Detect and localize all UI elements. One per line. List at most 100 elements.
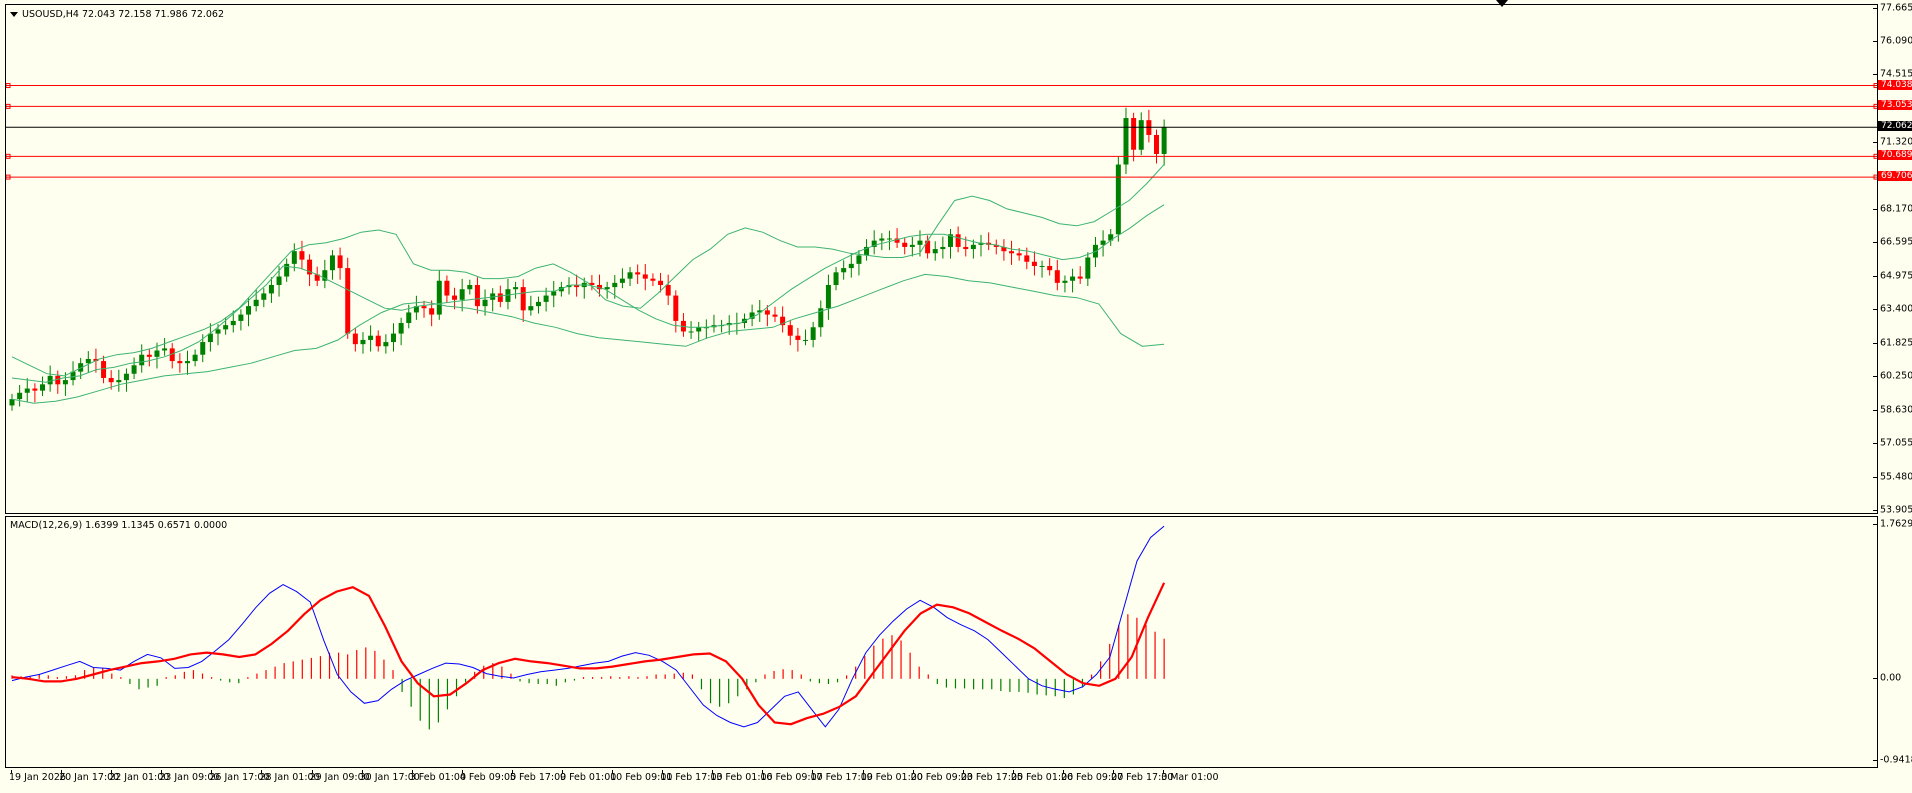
candle-body [177, 361, 183, 364]
candle [108, 370, 114, 390]
candle-body [398, 323, 404, 334]
time-label: 10 Feb 09:00 [610, 772, 673, 783]
candle-body [421, 306, 427, 309]
time-tick-mark [1163, 770, 1165, 773]
candle [1009, 240, 1015, 265]
candle-body [352, 333, 358, 345]
candle-body [833, 272, 839, 285]
candle [139, 344, 145, 373]
candle [1146, 109, 1152, 143]
price-tick-label: 60.250 [1880, 370, 1912, 382]
time-tick-mark [562, 770, 564, 773]
price-chart-pane[interactable]: USOUSD,H4 72.043 72.158 71.986 72.062 [5, 4, 1878, 514]
candle [642, 264, 648, 291]
candle [528, 295, 534, 316]
price-line-handle [1873, 153, 1877, 159]
price-tick-mark [1873, 510, 1877, 511]
candle-body [757, 310, 763, 313]
candle-body [1131, 118, 1137, 150]
candle-body [375, 335, 381, 347]
candle-body [925, 240, 931, 254]
candle-body [978, 242, 984, 245]
price-line-label: 69.706 [1878, 171, 1912, 182]
candle [803, 329, 809, 346]
candle-body [856, 255, 862, 264]
candle [955, 226, 961, 253]
candle-body [543, 295, 549, 302]
time-label: 13 Feb 01:00 [710, 772, 773, 783]
time-tick-mark [712, 770, 714, 773]
time-tick-mark [311, 770, 313, 773]
candle [1054, 259, 1060, 291]
price-line-label: 70.689 [1878, 150, 1912, 161]
candle [1039, 260, 1045, 278]
time-label: 16 Feb 09:00 [760, 772, 823, 783]
candle-body [1108, 234, 1114, 241]
candle-body [879, 238, 885, 241]
candle-body [116, 380, 122, 383]
candle-body [253, 299, 259, 307]
candle-body [894, 238, 900, 243]
candle-body [619, 278, 625, 283]
candle-body [787, 325, 793, 336]
time-label: 22 Jan 01:00 [109, 772, 170, 783]
candle [329, 250, 335, 280]
time-tick-mark [361, 770, 363, 773]
candle-body [223, 325, 229, 330]
candle [986, 232, 992, 251]
candle-body [452, 295, 458, 300]
candle-body [604, 287, 610, 290]
bollinger-middle-band [11, 204, 1165, 383]
candle-body [551, 291, 557, 296]
candle [772, 306, 778, 322]
candle [558, 281, 564, 297]
candle-body [1024, 255, 1030, 262]
candle-body [597, 284, 603, 290]
candle-body [612, 282, 618, 288]
candle-body [1100, 240, 1106, 245]
macd-canvas[interactable] [6, 517, 1878, 768]
candle [40, 376, 46, 396]
candle-body [47, 375, 53, 385]
candle-body [268, 284, 274, 294]
candle-body [85, 358, 91, 364]
time-tick-mark [1062, 770, 1064, 773]
price-line-handle [6, 153, 11, 159]
candle-body [482, 299, 488, 307]
candle [268, 277, 274, 303]
candle-body [337, 255, 343, 269]
chart-shift-marker-icon[interactable] [1496, 0, 1508, 7]
time-label: 11 Feb 17:00 [660, 772, 723, 783]
candle-body [1115, 164, 1121, 235]
candle-body [307, 259, 313, 275]
price-tick-mark [1873, 375, 1877, 377]
time-label: 19 Jan 2026 [9, 772, 66, 783]
candle [375, 330, 381, 352]
macd-pane[interactable]: MACD(12,26,9) 1.6399 1.1345 0.6571 0.000… [5, 516, 1878, 768]
price-chart-canvas[interactable] [6, 5, 1878, 514]
candle-body [825, 284, 831, 309]
candle-body [917, 240, 923, 245]
candle-body [810, 327, 816, 340]
time-tick-mark [61, 770, 63, 773]
candle-body [436, 280, 442, 315]
time-tick-mark [411, 770, 413, 773]
candle-body [444, 280, 450, 296]
candle [551, 280, 557, 308]
candle-body [238, 314, 244, 321]
price-tick-label: 74.515 [1880, 68, 1912, 80]
candle [703, 319, 709, 339]
candle-body [589, 282, 595, 285]
candle [665, 274, 671, 306]
candle-body [650, 278, 656, 281]
candle-body [909, 244, 915, 247]
dropdown-arrow-icon[interactable] [10, 12, 18, 17]
time-tick-mark [812, 770, 814, 773]
price-tick-mark [1873, 309, 1877, 311]
candle-body [383, 342, 389, 347]
time-axis: 19 Jan 2026 20 Jan 17:00 22 Jan 01:00 23 Ja… [5, 770, 1878, 790]
candle [1131, 112, 1137, 162]
candle-body [947, 234, 953, 247]
candle-body [673, 295, 679, 321]
candle-body [520, 287, 526, 311]
